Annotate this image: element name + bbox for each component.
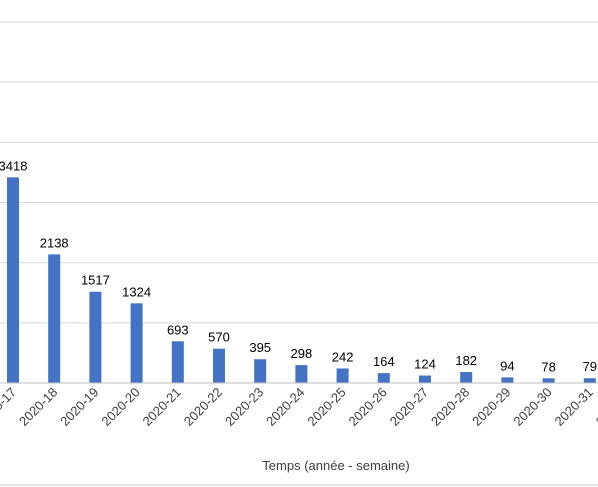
x-tick-label: 2020-31 (552, 385, 596, 429)
bar (460, 372, 473, 383)
data-label: 242 (332, 349, 354, 364)
x-tick-label: 2020-21 (140, 385, 184, 429)
bar (171, 341, 184, 383)
x-tick-label: 2020-28 (428, 385, 472, 429)
x-tick-label: 2020-30 (510, 385, 554, 429)
x-tick-label: 2020-32 (593, 385, 598, 429)
data-label: 164 (373, 354, 395, 369)
data-label: 1517 (81, 273, 110, 288)
x-tick-label: 2020-22 (181, 385, 225, 429)
data-label: 570 (208, 330, 230, 345)
x-tick-label: 2020-23 (222, 385, 266, 429)
x-tick-label: 2020-25 (304, 385, 348, 429)
data-labels: 3418 2138 1517 1324 693 570 395 298 242 164 124 182… (0, 158, 597, 374)
x-tick-label: 2020-26 (346, 385, 390, 429)
bottom-divider (0, 484, 598, 486)
x-tick-label: 2020-19 (57, 385, 101, 429)
data-label: 2138 (40, 235, 69, 250)
bar (501, 377, 514, 383)
x-tick-label: 2020-29 (469, 385, 513, 429)
bar (130, 303, 143, 383)
bar (254, 359, 267, 383)
bar (542, 378, 555, 383)
data-label: 3418 (0, 158, 27, 173)
bar (377, 373, 390, 383)
bar (336, 368, 349, 383)
data-label: 78 (541, 359, 555, 374)
x-tick-label: 2020-27 (387, 385, 431, 429)
bar (48, 254, 61, 383)
bar (583, 378, 596, 383)
x-tick-labels: 2020-172020-182020-192020-202020-212020-… (0, 385, 598, 429)
data-label: 693 (167, 322, 189, 337)
data-label: 124 (414, 357, 436, 372)
gridlines (0, 21, 598, 324)
data-label: 298 (291, 346, 313, 361)
bar (419, 375, 431, 383)
data-label: 182 (455, 353, 477, 368)
bars (7, 177, 596, 383)
bar (7, 177, 19, 383)
x-tick-label: 2020-24 (263, 385, 307, 429)
x-axis-title: Temps (année - semaine) (262, 458, 409, 473)
data-label: 79 (583, 359, 597, 374)
data-label: 94 (500, 358, 514, 373)
x-tick-label: 2020-18 (16, 385, 60, 429)
data-label: 1324 (122, 284, 151, 299)
bar (295, 365, 308, 383)
bar (89, 291, 102, 383)
x-tick-label: 2020-17 (0, 385, 19, 429)
x-tick-label: 2020-20 (98, 385, 142, 429)
data-label: 395 (249, 340, 271, 355)
bar (213, 348, 225, 383)
